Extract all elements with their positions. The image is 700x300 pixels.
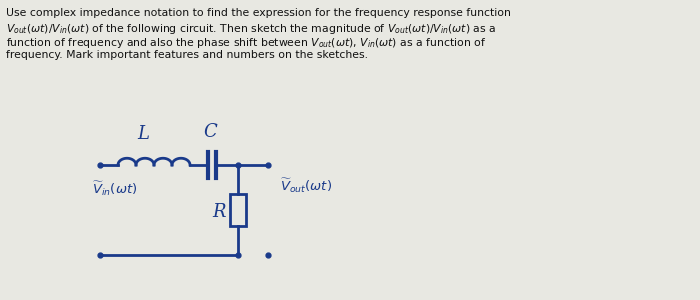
Text: $\widetilde{V}_{out}(\omega t)$: $\widetilde{V}_{out}(\omega t)$: [280, 177, 332, 195]
Text: R: R: [213, 203, 226, 221]
Text: frequency. Mark important features and numbers on the sketches.: frequency. Mark important features and n…: [6, 50, 368, 60]
Text: $V_{out}(\omega t)/V_{in}(\omega t)$ of the following circuit. Then sketch the m: $V_{out}(\omega t)/V_{in}(\omega t)$ of …: [6, 22, 496, 36]
Bar: [230, 194, 246, 226]
Text: C: C: [203, 123, 217, 141]
Text: L: L: [137, 125, 149, 143]
Text: Use complex impedance notation to find the expression for the frequency response: Use complex impedance notation to find t…: [6, 8, 511, 18]
Text: function of frequency and also the phase shift between $V_{out}(\omega t)$, $V_{: function of frequency and also the phase…: [6, 36, 486, 50]
Text: $\widetilde{V}_{in}(\omega t)$: $\widetilde{V}_{in}(\omega t)$: [92, 180, 137, 198]
